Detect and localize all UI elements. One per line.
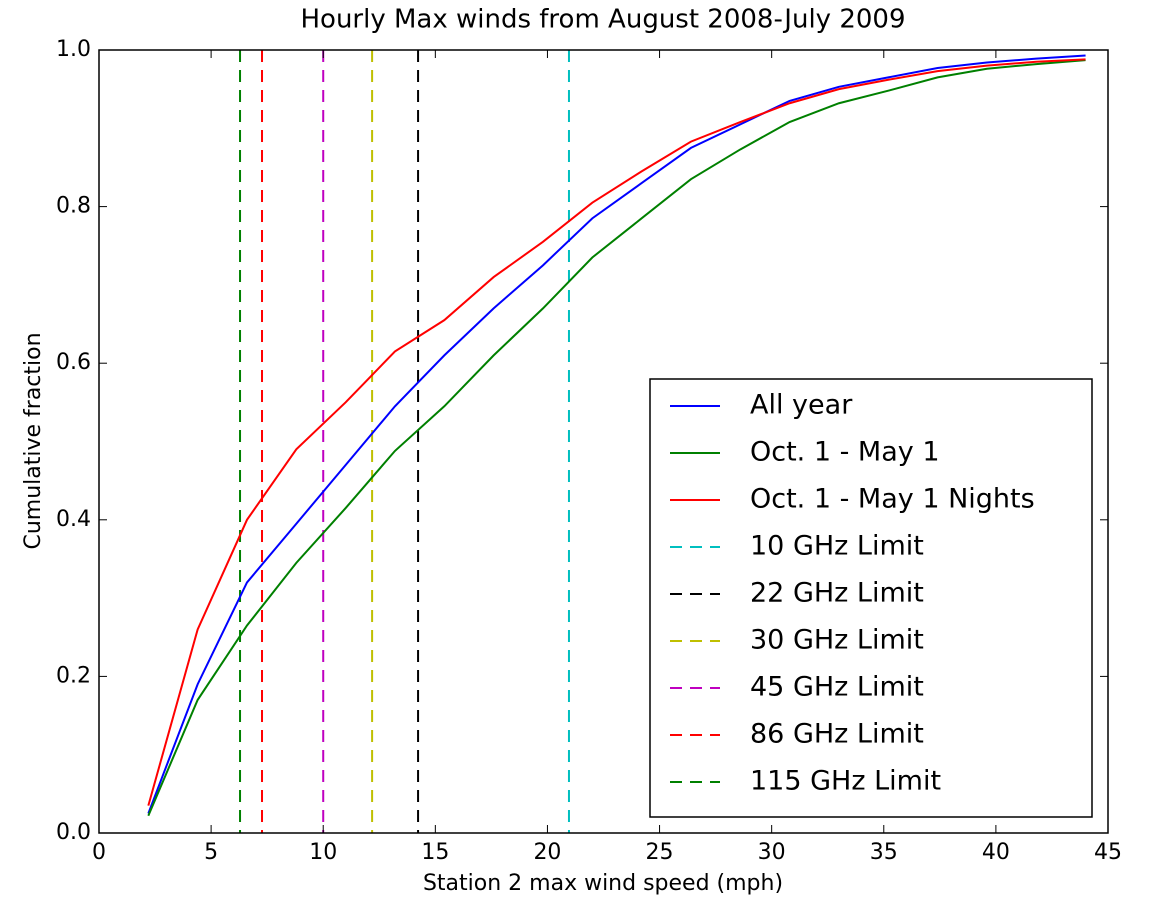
x-tick-label: 5 <box>204 840 218 865</box>
plot-frame <box>98 49 1109 834</box>
y-tick-label: 0.6 <box>56 350 91 375</box>
legend-label: 115 GHz Limit <box>750 766 941 797</box>
chart-title: Hourly Max winds from August 2008-July 2… <box>300 5 905 35</box>
legend-label: 10 GHz Limit <box>750 531 924 562</box>
legend-label: Oct. 1 - May 1 Nights <box>750 484 1035 515</box>
x-tick-label: 45 <box>1094 840 1122 865</box>
legend-label: Oct. 1 - May 1 <box>750 437 940 468</box>
legend-label: 45 GHz Limit <box>750 672 924 703</box>
y-tick-label: 1.0 <box>56 37 91 62</box>
y-tick-label: 0.4 <box>56 507 91 532</box>
x-tick-label: 40 <box>982 840 1010 865</box>
y-tick-label: 0.8 <box>56 194 91 219</box>
x-tick-label: 30 <box>758 840 786 865</box>
x-tick-label: 20 <box>533 840 561 865</box>
x-tick-label: 0 <box>92 840 106 865</box>
x-axis-label: Station 2 max wind speed (mph) <box>423 871 783 896</box>
series-line <box>147 59 1086 817</box>
legend-label: 22 GHz Limit <box>750 578 924 609</box>
legend-label: 86 GHz Limit <box>750 719 924 750</box>
x-tick-label: 10 <box>309 840 337 865</box>
y-tick-label: 0.0 <box>56 820 91 845</box>
series-line <box>147 58 1086 806</box>
x-tick-label: 15 <box>421 840 449 865</box>
legend-label: All year <box>750 390 853 421</box>
series-line <box>147 54 1086 814</box>
y-tick-label: 0.2 <box>56 663 91 688</box>
x-tick-label: 35 <box>870 840 898 865</box>
y-axis-label: Cumulative fraction <box>21 332 46 549</box>
x-tick-label: 25 <box>646 840 674 865</box>
legend-box <box>649 378 1093 818</box>
legend-label: 30 GHz Limit <box>750 625 924 656</box>
